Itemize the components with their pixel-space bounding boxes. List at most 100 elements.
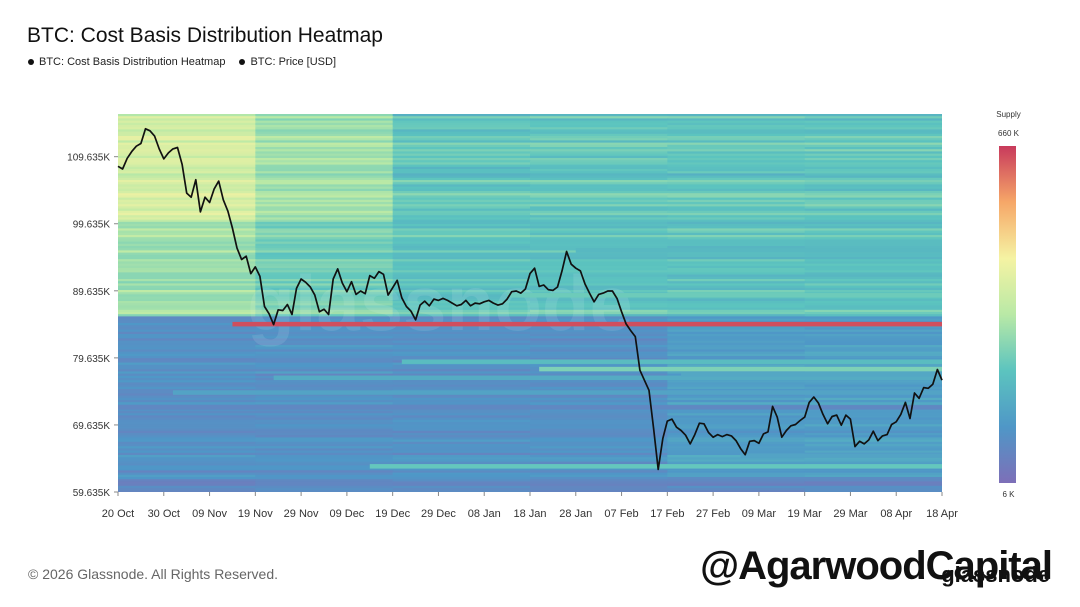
- heatmap-cell: [255, 446, 394, 449]
- heatmap-cell: [118, 375, 257, 379]
- heatmap-cell: [667, 472, 806, 476]
- heatmap-cell: [118, 239, 257, 242]
- heatmap-cell: [392, 268, 531, 271]
- heatmap-cell: [255, 430, 394, 434]
- heatmap-cell: [118, 217, 257, 220]
- heatmap-cell: [118, 252, 257, 256]
- heatmap-cell: [667, 413, 806, 416]
- heatmap-cell: [804, 285, 942, 289]
- heatmap-cell: [530, 241, 669, 245]
- copyright-text: © 2026 Glassnode. All Rights Reserved.: [28, 566, 279, 582]
- heatmap-cell: [667, 204, 806, 207]
- supply-band: [172, 390, 942, 395]
- heatmap-cell: [392, 285, 531, 289]
- heatmap-cell: [667, 120, 806, 124]
- heatmap-cell: [118, 329, 257, 333]
- heatmap-cell: [804, 246, 942, 249]
- heatmap-cell: [118, 474, 257, 478]
- heatmap-cell: [118, 448, 257, 451]
- heatmap-cell: [392, 395, 531, 399]
- heatmap-cell: [392, 342, 531, 346]
- heatmap-cell: [804, 433, 942, 436]
- heatmap-cell: [255, 433, 394, 436]
- heatmap-cell: [118, 316, 257, 319]
- heatmap-cell: [118, 378, 257, 381]
- heatmap-cell: [530, 340, 669, 344]
- heatmap-cell: [392, 164, 531, 168]
- heatmap-cell: [118, 290, 257, 293]
- legend-item-heatmap[interactable]: BTC: Cost Basis Distribution Heatmap: [28, 56, 225, 68]
- heatmap-cell: [804, 199, 942, 203]
- heatmap-cell: [804, 166, 942, 170]
- heatmap-cell: [667, 257, 806, 260]
- heatmap-cell: [804, 265, 942, 269]
- heatmap-cell: [804, 419, 942, 423]
- heatmap-cell: [392, 184, 531, 187]
- heatmap-cell: [118, 437, 257, 440]
- heatmap-cell: [667, 215, 806, 218]
- heatmap-cell: [255, 144, 394, 148]
- heatmap-cell: [530, 424, 669, 427]
- heatmap-cell: [804, 116, 942, 119]
- heatmap-cell: [392, 204, 531, 207]
- heatmap-cell: [392, 142, 531, 146]
- heatmap-cell: [667, 426, 806, 429]
- heatmap-cell: [392, 325, 531, 328]
- heatmap-cell: [255, 411, 394, 414]
- heatmap-cell: [530, 180, 669, 183]
- heatmap-cell: [667, 241, 806, 245]
- heatmap-cell: [392, 340, 531, 344]
- heatmap-cell: [392, 441, 531, 445]
- heatmap-cell: [118, 303, 257, 306]
- heatmap-cell: [804, 230, 942, 234]
- heatmap-cell: [667, 182, 806, 185]
- heatmap-cell: [255, 290, 394, 293]
- price-line: [117, 127, 943, 471]
- supply-band: [681, 372, 942, 377]
- heatmap-cell: [255, 248, 394, 251]
- heatmap-cell: [530, 164, 669, 168]
- heatmap-cell: [392, 232, 531, 236]
- heatmap-cell: [667, 219, 806, 223]
- legend-item-price[interactable]: BTC: Price [USD]: [239, 56, 336, 68]
- heatmap-cell: [530, 184, 669, 187]
- heatmap-cell: [118, 439, 257, 443]
- heatmap-cell: [667, 435, 806, 438]
- heatmap-cell: [118, 490, 257, 492]
- heatmap-cell: [804, 395, 942, 399]
- heatmap-cell: [667, 338, 806, 341]
- heatmap-cell: [804, 312, 942, 315]
- heatmap-cell: [530, 309, 669, 313]
- heatmap-cell: [667, 327, 806, 330]
- heatmap-cell: [667, 180, 806, 183]
- heatmap-cell: [667, 400, 806, 403]
- heatmap-cell: [667, 127, 806, 130]
- heatmap-cell: [530, 142, 669, 146]
- heatmap-cell: [392, 318, 531, 322]
- heatmap-cell: [667, 415, 806, 418]
- heatmap-cell: [804, 241, 942, 245]
- heatmap-cell: [392, 246, 531, 249]
- heatmap-cell: [667, 272, 806, 275]
- heatmap-cell: [667, 285, 806, 289]
- heatmap-cell: [530, 331, 669, 335]
- heatmap-cell: [667, 301, 806, 304]
- heatmap-cell: [530, 384, 669, 388]
- heatmap-cell: [255, 217, 394, 220]
- heatmap-cell: [255, 140, 394, 143]
- heatmap-cell: [667, 125, 806, 128]
- heatmap-cell: [118, 202, 257, 205]
- heatmap-cell: [118, 215, 257, 218]
- heatmap-cell: [118, 327, 257, 330]
- heatmap-cell: [392, 215, 531, 218]
- heatmap-cell: [255, 400, 394, 403]
- heatmap-cell: [667, 298, 806, 302]
- heatmap-cell: [118, 224, 257, 227]
- heatmap-cell: [118, 362, 257, 366]
- heatmap-cell: [530, 116, 669, 119]
- heatmap-cell: [804, 151, 942, 154]
- heatmap-cell: [392, 309, 531, 313]
- heatmap-cell: [667, 116, 806, 119]
- heatmap-cell: [667, 428, 806, 432]
